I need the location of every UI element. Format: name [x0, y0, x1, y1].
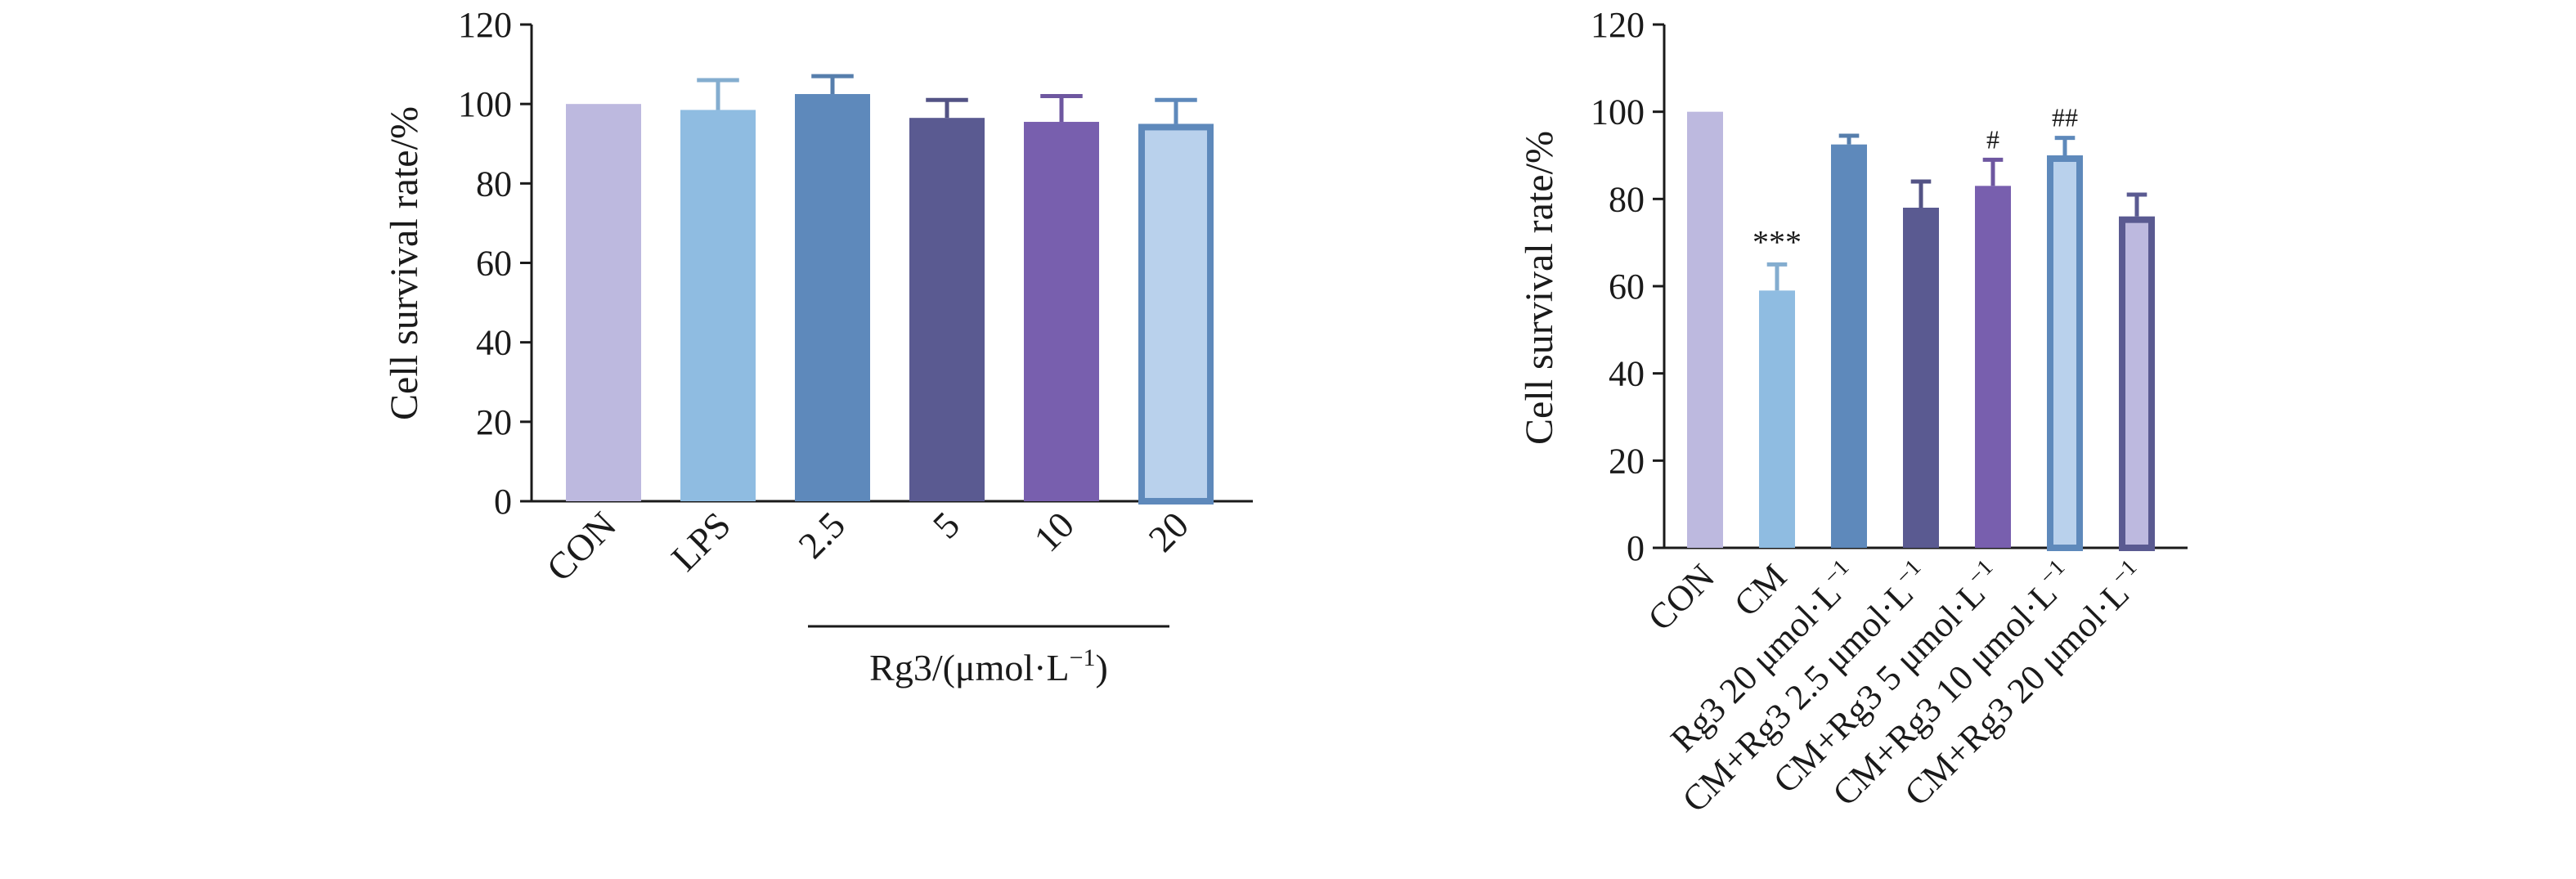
significance-marker: ***	[1752, 223, 1802, 260]
y-tick-label: 40	[476, 323, 512, 363]
y-tick-label: 40	[1609, 354, 1645, 394]
bar	[1903, 208, 1939, 548]
y-tick-label: 60	[1609, 267, 1645, 307]
y-tick-label: 80	[476, 164, 512, 204]
group-label: Rg3/(μmol·L−1)	[869, 644, 1108, 688]
y-tick-label: 80	[1609, 179, 1645, 219]
significance-marker: #	[1986, 124, 1999, 154]
x-tick-label: 20	[1140, 504, 1196, 560]
bar	[566, 104, 641, 502]
bar	[1831, 144, 1867, 548]
x-tick-label: CON	[1640, 556, 1722, 638]
x-tick-label: 2.5	[790, 504, 853, 567]
x-tick-label: CON	[538, 504, 624, 590]
significance-marker: ##	[2052, 103, 2078, 132]
y-tick-label: 120	[458, 5, 512, 45]
bar	[2119, 216, 2155, 551]
y-axis-label: Cell survival rate/%	[383, 106, 426, 420]
y-tick-label: 120	[1591, 5, 1645, 45]
bar	[795, 94, 870, 501]
y-tick-label: 20	[1609, 441, 1645, 481]
x-tick-label: 10	[1025, 504, 1082, 560]
bar	[2047, 155, 2083, 551]
y-axis-label: Cell survival rate/%	[1518, 131, 1561, 445]
bar	[1759, 290, 1795, 548]
y-tick-label: 100	[458, 84, 512, 124]
chart-left: 0 20 40 60 80 100 120 Cell survival rate/% CON LP…	[383, 5, 1253, 688]
bar	[1687, 111, 1723, 548]
bar	[909, 118, 985, 501]
chart-right: 0 20 40 60 80 100 120 Cell survival rate/% CON **…	[1518, 5, 2188, 820]
bar	[680, 110, 756, 501]
x-tick-label: 5	[925, 504, 967, 546]
y-tick-label: 0	[1627, 528, 1645, 568]
bar	[1975, 186, 2011, 549]
bar	[1024, 122, 1099, 501]
y-tick-label: 60	[476, 244, 512, 284]
y-tick-label: 0	[494, 482, 512, 522]
bar	[1138, 123, 1214, 505]
x-tick-label: LPS	[663, 504, 738, 579]
y-tick-label: 100	[1591, 92, 1645, 132]
y-tick-label: 20	[476, 402, 512, 442]
